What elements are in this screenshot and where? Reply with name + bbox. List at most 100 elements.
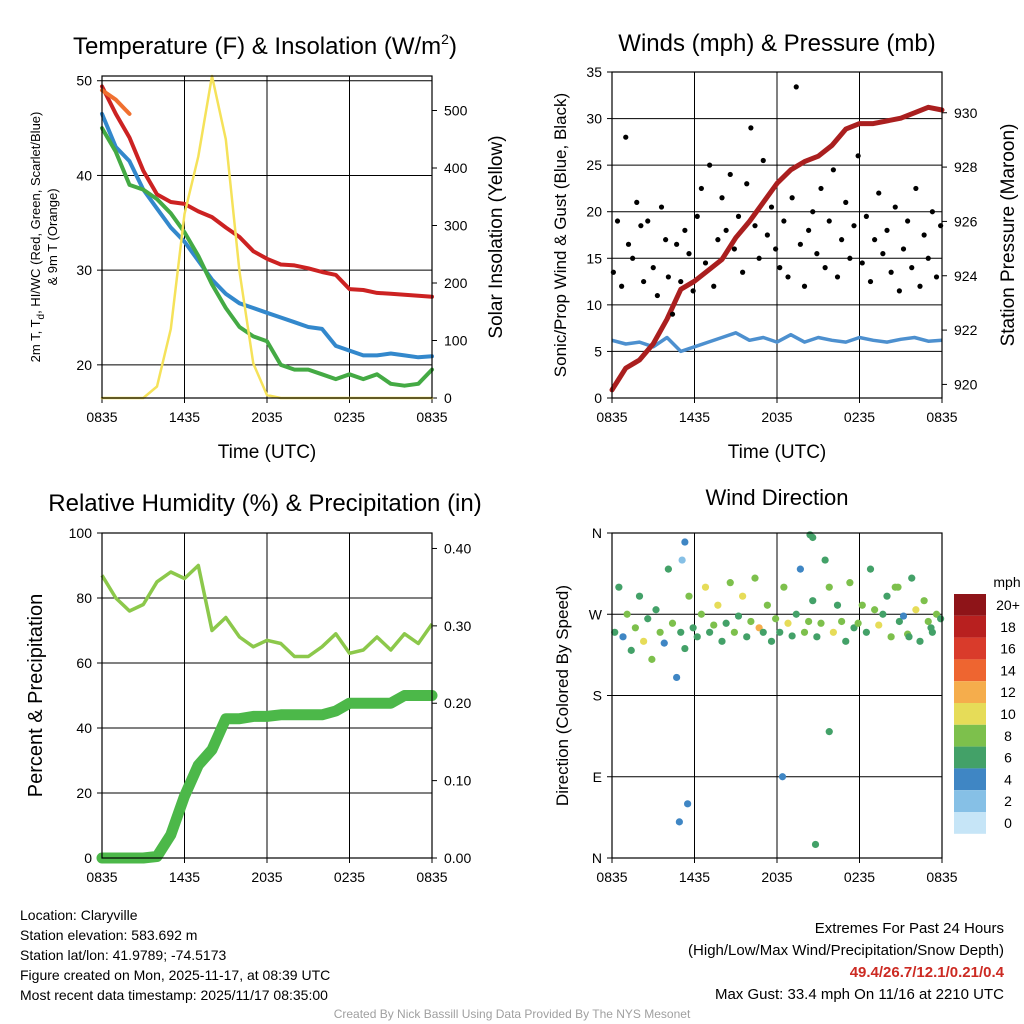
- y-right-tick-label: 300: [444, 218, 468, 234]
- gust-point: [818, 185, 824, 192]
- x-tick-label: 0835: [416, 409, 447, 425]
- wind-direction-point: [693, 633, 701, 641]
- gust-point: [896, 288, 902, 294]
- wind-direction-point: [772, 615, 780, 623]
- colorbar-swatch: [954, 790, 986, 812]
- station-location: Location: Claryville: [20, 907, 138, 923]
- y-tick-label: 15: [586, 250, 602, 266]
- wind-direction-point: [905, 633, 913, 641]
- gust-point: [806, 227, 812, 233]
- gust-point: [892, 204, 898, 210]
- y-tick-label: 20: [76, 785, 92, 801]
- wind-direction-point: [681, 644, 689, 653]
- wind-direction-point: [792, 610, 800, 618]
- wind-direction-point: [871, 606, 879, 614]
- wind-direction-point: [811, 840, 820, 849]
- wind-direction-point: [821, 556, 829, 564]
- wind-direction-point: [751, 574, 759, 582]
- wind-direction-point: [784, 619, 792, 627]
- chart-title-temperature: Temperature (F) & Insolation (W/m2): [73, 31, 457, 60]
- gust-point: [855, 153, 861, 159]
- gust-point: [793, 84, 799, 90]
- gust-point: [764, 232, 770, 238]
- wind-direction-point: [706, 628, 714, 636]
- colorbar-label: 2: [1004, 793, 1012, 809]
- chart-title-wind-direction: Wind Direction: [705, 485, 848, 510]
- recent-timestamp: Most recent data timestamp: 2025/11/17 0…: [20, 987, 328, 1003]
- wind-direction-point: [776, 628, 784, 636]
- x-tick-label: 1435: [679, 409, 710, 425]
- y-tick-label: 25: [586, 157, 602, 173]
- gust-point: [658, 204, 665, 210]
- y-right-tick-label: 0.10: [444, 773, 471, 789]
- wind-direction-point: [640, 637, 648, 645]
- series-9m-t: [100, 88, 132, 116]
- gust-point: [909, 265, 915, 271]
- x-tick-label: 0835: [86, 409, 117, 425]
- colorbar-swatch: [954, 637, 986, 660]
- wind-direction-point: [862, 628, 870, 636]
- x-axis-label: Time (UTC): [218, 442, 317, 463]
- gust-point: [669, 311, 676, 317]
- gust-point: [917, 283, 923, 289]
- gust-point: [888, 269, 894, 275]
- gust-point: [727, 171, 733, 178]
- wind-direction-point: [747, 617, 755, 626]
- colorbar-label: 20+: [996, 597, 1020, 613]
- x-tick-label: 0835: [926, 869, 957, 885]
- wind-direction-point: [825, 728, 833, 736]
- wind-direction-point: [883, 592, 891, 600]
- wind-direction-point: [635, 592, 644, 600]
- gust-point: [773, 246, 779, 252]
- y-tick-label: N: [592, 525, 602, 541]
- x-tick-label: 0835: [926, 409, 957, 425]
- wind-direction-point: [854, 619, 862, 627]
- gust-point: [797, 241, 803, 247]
- y-tick-label: 40: [76, 167, 92, 183]
- wind-direction-point: [908, 574, 916, 582]
- y-right-tick-label: 0.30: [444, 618, 471, 634]
- wind-direction-point: [631, 624, 639, 632]
- gust-point: [801, 283, 808, 289]
- wind-direction-point: [809, 597, 817, 605]
- y-tick-label: 30: [586, 111, 602, 127]
- wind-direction-point: [920, 597, 928, 605]
- gust-point: [735, 213, 742, 219]
- y-tick-label: 35: [586, 64, 602, 80]
- wind-direction-point: [800, 628, 809, 636]
- y-tick-label: 0: [84, 850, 92, 866]
- colorbar-label: 8: [1004, 728, 1012, 744]
- wind-direction-point: [681, 538, 689, 546]
- wind-direction-point: [796, 565, 804, 573]
- y-tick-label: 40: [76, 720, 92, 736]
- y-tick-label: 10: [586, 297, 602, 313]
- x-tick-label: 1435: [169, 869, 200, 885]
- extremes-values: 49.4/26.7/12.1/0.21/0.4: [849, 964, 1004, 981]
- y-right-tick-label: 0.40: [444, 540, 471, 556]
- station-elevation: Station elevation: 583.692 m: [20, 927, 198, 943]
- wind-direction-point: [813, 633, 821, 641]
- gust-point: [921, 232, 927, 238]
- gust-point: [781, 218, 787, 224]
- extremes-panel: Extremes For Past 24 Hours (High/Low/Max…: [688, 918, 1004, 1006]
- gust-point: [641, 278, 647, 285]
- wind-direction-point: [924, 617, 932, 626]
- wind-direction-point: [714, 601, 722, 609]
- wind-direction-point: [842, 637, 850, 645]
- series-hi-wc: [100, 111, 434, 360]
- plot-border: [611, 71, 943, 399]
- colorbar-label: 4: [1004, 771, 1012, 787]
- gust-point: [867, 278, 874, 285]
- y-right-tick-label: 100: [444, 333, 468, 349]
- y-right-tick-label: 920: [954, 376, 978, 392]
- y-right-tick-label: 0: [444, 390, 452, 406]
- wind-direction-point: [726, 579, 734, 587]
- wind-direction-point: [627, 646, 635, 654]
- y-axis-label: Percent & Precipitation: [25, 594, 47, 797]
- y-axis-label-line2: & 9m T (Orange): [45, 188, 60, 285]
- y-right-tick-label: 924: [954, 268, 978, 284]
- series-precipitation: [96, 690, 438, 864]
- gust-point: [859, 260, 865, 266]
- gust-point: [682, 227, 688, 233]
